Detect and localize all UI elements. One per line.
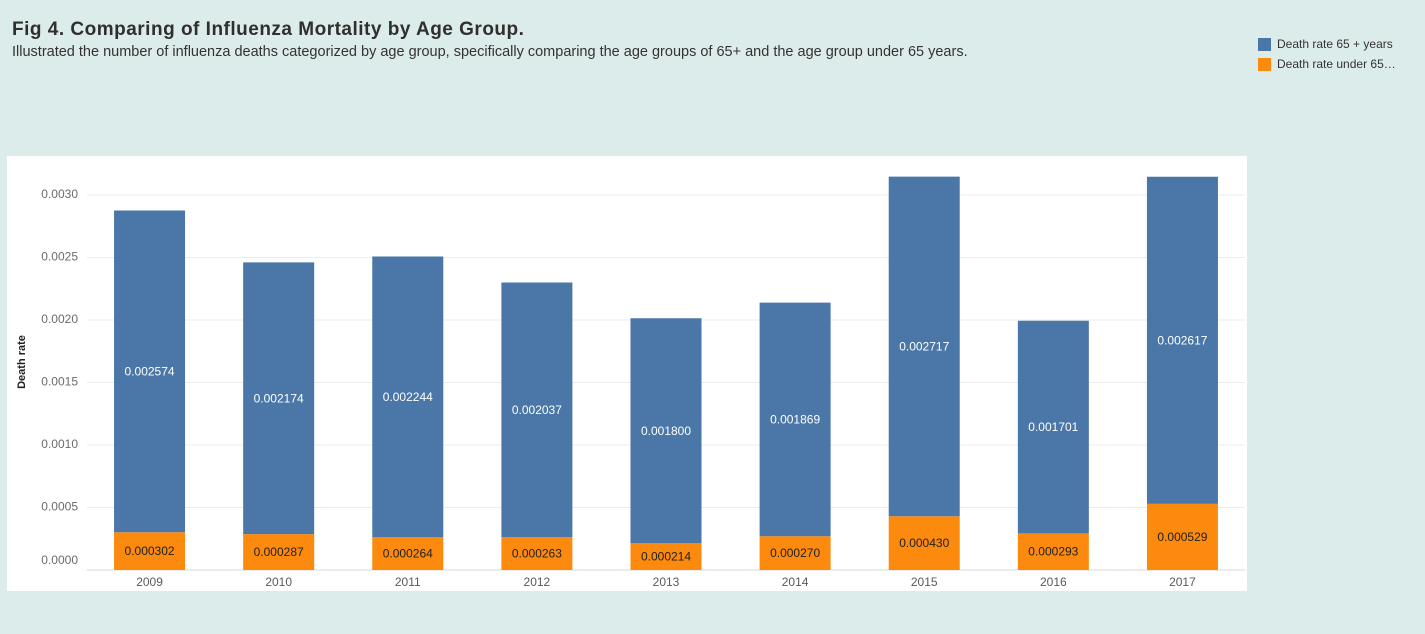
data-label-65-plus: 0.002174 — [254, 391, 304, 405]
bar-segment-under-65[interactable] — [1017, 533, 1089, 570]
data-label-under-65: 0.000263 — [512, 547, 562, 561]
chart-plot: Death rate 0.0000 0.0005 0.0010 0.0015 0.002… — [16, 176, 1245, 589]
data-label-65-plus: 0.002244 — [383, 390, 433, 404]
legend-swatch-under-65 — [1258, 57, 1271, 71]
y-tick-label: 0.0000 — [41, 553, 78, 567]
legend-item-under-65[interactable]: Death rate under 65… — [1258, 54, 1396, 74]
data-label-under-65: 0.000287 — [254, 545, 304, 559]
data-label-under-65: 0.000529 — [1157, 530, 1207, 544]
data-label-under-65: 0.000430 — [899, 536, 949, 550]
chart-panel: Death rate 0.0000 0.0005 0.0010 0.0015 0.002… — [7, 156, 1247, 591]
x-tick-label: 2016 — [1040, 575, 1067, 589]
y-axis: 0.0000 0.0005 0.0010 0.0015 0.0020 0.0025 0.00… — [41, 187, 78, 567]
data-label-under-65: 0.000264 — [383, 547, 433, 561]
data-label-under-65: 0.000270 — [770, 546, 820, 560]
y-tick-label: 0.0030 — [41, 187, 78, 201]
data-label-65-plus: 0.002717 — [899, 339, 949, 353]
bar-segment-under-65[interactable] — [243, 534, 315, 570]
legend-label-65-plus: Death rate 65 + years — [1277, 37, 1393, 51]
bar-segment-65-plus[interactable] — [759, 302, 831, 537]
bar-segment-under-65[interactable] — [501, 537, 573, 570]
bar-segment-under-65[interactable] — [759, 536, 831, 570]
bar-segment-under-65[interactable] — [1146, 503, 1218, 570]
data-label-under-65: 0.000302 — [125, 544, 175, 558]
bar-segment-under-65[interactable] — [888, 516, 960, 570]
x-tick-label: 2011 — [395, 575, 421, 589]
legend-item-65-plus[interactable]: Death rate 65 + years — [1258, 34, 1396, 54]
bar-segment-65-plus[interactable] — [1146, 176, 1218, 504]
data-label-65-plus: 0.001701 — [1028, 420, 1078, 434]
data-label-65-plus: 0.002037 — [512, 403, 562, 417]
x-tick-label: 2009 — [136, 575, 163, 589]
x-tick-label: 2014 — [782, 575, 809, 589]
legend-swatch-65-plus — [1258, 37, 1271, 51]
legend: Death rate 65 + years Death rate under 6… — [1258, 34, 1396, 74]
y-tick-label: 0.0020 — [41, 312, 78, 326]
bar-segment-65-plus[interactable] — [1017, 320, 1089, 534]
bar-segment-65-plus[interactable] — [243, 262, 315, 535]
chart-title: Fig 4. Comparing of Influenza Mortality … — [12, 19, 525, 40]
data-label-under-65: 0.000293 — [1028, 545, 1078, 559]
x-tick-label: 2012 — [524, 575, 551, 589]
bar-segment-under-65[interactable] — [630, 543, 702, 570]
x-tick-label: 2010 — [265, 575, 292, 589]
x-tick-label: 2017 — [1169, 575, 1196, 589]
bar-segment-under-65[interactable] — [114, 532, 186, 570]
data-label-under-65: 0.000214 — [641, 550, 691, 564]
y-axis-title: Death rate — [16, 335, 28, 389]
data-label-65-plus: 0.001869 — [770, 412, 820, 426]
y-tick-label: 0.0005 — [41, 500, 78, 514]
y-tick-label: 0.0025 — [41, 250, 78, 264]
y-tick-label: 0.0010 — [41, 437, 78, 451]
legend-label-under-65: Death rate under 65… — [1277, 57, 1396, 71]
x-axis: 2009 2010 2011 2012 2013 2014 2015 2016 2017 — [136, 575, 1196, 589]
bars: 0.000302 0.002574 0.000287 0.002174 0.000264… — [114, 176, 1218, 570]
bar-segment-65-plus[interactable] — [114, 210, 186, 533]
y-tick-label: 0.0015 — [41, 375, 78, 389]
data-label-65-plus: 0.002574 — [125, 364, 175, 378]
x-tick-label: 2013 — [653, 575, 680, 589]
bar-segment-65-plus[interactable] — [888, 176, 960, 517]
x-tick-label: 2015 — [911, 575, 938, 589]
bar-segment-65-plus[interactable] — [501, 282, 573, 538]
bar-segment-65-plus[interactable] — [372, 256, 444, 538]
bar-segment-under-65[interactable] — [372, 537, 444, 570]
chart-subtitle: Illustrated the number of influenza deat… — [12, 44, 968, 60]
data-label-65-plus: 0.001800 — [641, 424, 691, 438]
bar-segment-65-plus[interactable] — [630, 318, 702, 544]
data-label-65-plus: 0.002617 — [1157, 333, 1207, 347]
